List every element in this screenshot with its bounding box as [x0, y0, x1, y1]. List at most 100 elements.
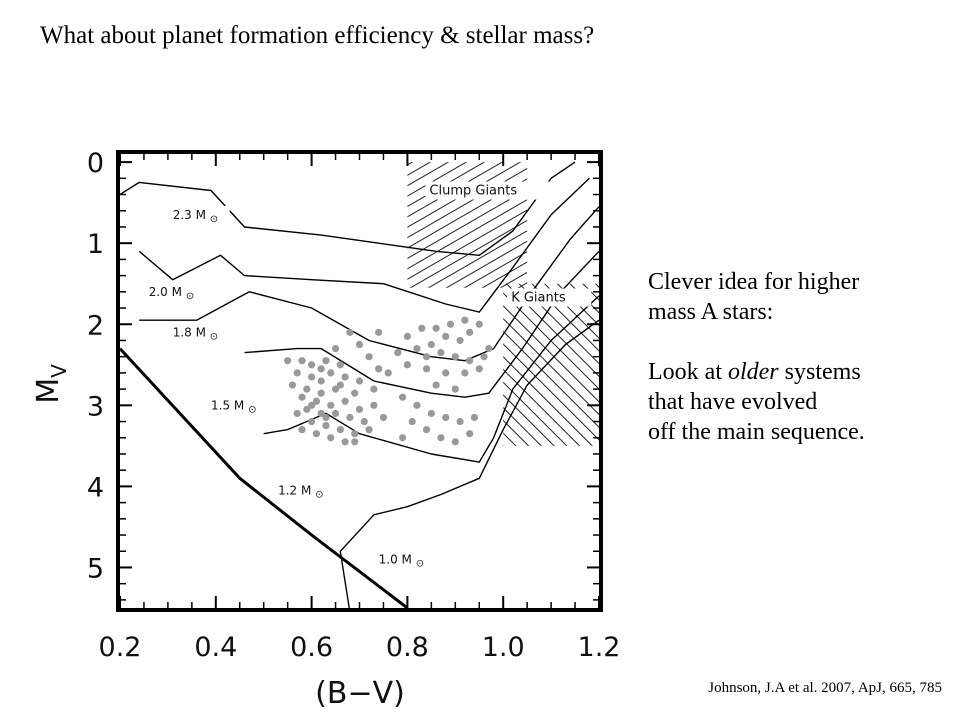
track-label-bg	[169, 205, 230, 224]
data-point	[475, 365, 483, 373]
data-point	[432, 381, 440, 389]
data-point	[293, 409, 301, 418]
data-point	[317, 409, 325, 418]
data-point	[466, 430, 474, 438]
data-point	[365, 426, 373, 434]
data-point	[394, 349, 402, 357]
region-label-k-giants: K Giants	[507, 288, 592, 307]
data-point	[427, 340, 435, 349]
data-point	[308, 401, 316, 409]
data-point	[437, 434, 445, 442]
side-text-line: that have evolved	[648, 389, 818, 415]
track-12-line	[263, 295, 600, 463]
track-label-bg	[145, 282, 206, 301]
data-point	[413, 401, 421, 409]
x-tick-label: 1.2	[578, 632, 621, 663]
region-label-bg	[507, 288, 592, 307]
data-point	[308, 373, 316, 381]
citation: Johnson, J.A et al. 2007, ApJ, 665, 785	[708, 680, 942, 696]
data-point	[480, 353, 488, 361]
side-text-line-emphasis: Look at older systems	[648, 359, 861, 385]
data-point	[427, 409, 435, 418]
track-label-20: 2.0 M ⊙	[145, 282, 206, 302]
data-point	[403, 332, 411, 341]
data-point	[346, 328, 354, 336]
data-point	[284, 357, 292, 365]
data-point	[418, 324, 426, 332]
track-label-12: 1.2 M ⊙	[275, 481, 336, 501]
sun-symbol-icon: ⊙	[315, 490, 323, 501]
side-text: Clever idea for higher mass A stars: Loo…	[648, 267, 948, 447]
track-mass-label: 1.5 M ⊙	[211, 398, 256, 415]
side-text-line: mass A stars:	[648, 299, 774, 325]
track-label-18: 1.8 M ⊙	[169, 323, 230, 342]
data-point	[355, 405, 364, 413]
data-point	[322, 357, 330, 365]
ticks-layer: 0.2 0.4 0.6 0.8 1.0 1.2 0 1 2 3 4 5	[87, 148, 621, 663]
data-point	[466, 357, 474, 365]
track-mass-label: 1.8 M ⊙	[173, 325, 218, 342]
region-clump-giants-hatch	[407, 162, 528, 288]
data-point	[422, 426, 431, 434]
side-text-line: off the main sequence.	[648, 419, 865, 445]
region-name-label: K Giants	[511, 291, 566, 306]
region-label-clump-giants: Clump Giants	[425, 181, 550, 200]
emphasis-word: older	[727, 359, 779, 385]
data-point	[336, 381, 344, 389]
data-point	[451, 438, 459, 446]
x-tick-label: 0.8	[386, 632, 429, 663]
data-point	[355, 340, 364, 349]
track-label-bg	[208, 396, 269, 415]
data-point	[298, 393, 306, 401]
data-point	[461, 316, 469, 324]
data-point	[384, 369, 392, 377]
track-label-bg	[275, 481, 336, 500]
data-point	[327, 401, 335, 409]
track-mass-label: 2.0 M ⊙	[149, 285, 194, 302]
data-point	[365, 353, 373, 361]
data-point	[341, 397, 349, 405]
y-axis-title: MV	[31, 364, 71, 404]
side-text-line: Clever idea for higher	[648, 269, 860, 295]
data-point	[399, 434, 407, 442]
data-point	[346, 413, 354, 422]
track-label-10: 1.0 M ⊙	[375, 550, 436, 569]
data-point	[370, 385, 378, 393]
data-point	[379, 413, 388, 422]
data-point	[437, 349, 445, 357]
sun-symbol-icon: ⊙	[210, 331, 218, 342]
y-tick-label: 2	[87, 310, 104, 341]
track-mass-label: 2.3 M ⊙	[173, 208, 218, 225]
y-axis-title-main: M	[31, 378, 66, 404]
svg-text:MV: MV	[31, 364, 71, 404]
track-label-23: 2.3 M ⊙	[169, 205, 230, 225]
data-point	[422, 365, 431, 373]
data-point	[303, 405, 311, 413]
data-point	[399, 393, 407, 401]
sun-symbol-icon: ⊙	[210, 214, 218, 225]
y-tick-label: 1	[87, 229, 104, 260]
data-point	[442, 369, 450, 377]
tracks-layer	[118, 161, 600, 610]
data-point	[442, 332, 450, 341]
main-sequence-line	[118, 347, 409, 610]
data-point	[456, 417, 464, 426]
x-tick-label: 0.4	[194, 632, 237, 663]
data-point	[351, 438, 359, 446]
track-label-bg	[169, 323, 230, 342]
data-point	[303, 385, 311, 393]
data-point	[293, 369, 301, 377]
data-point	[331, 385, 340, 393]
data-point	[461, 369, 469, 377]
data-point	[408, 417, 416, 426]
data-point	[451, 385, 459, 393]
data-point	[322, 413, 330, 422]
data-point	[375, 365, 383, 373]
data-point	[375, 328, 383, 336]
track-mass-label: 1.2 M ⊙	[278, 484, 323, 501]
track-18-line	[139, 206, 600, 362]
data-point	[351, 389, 359, 397]
track-label-bg	[375, 550, 436, 569]
data-point	[298, 426, 306, 434]
data-point	[341, 438, 349, 446]
